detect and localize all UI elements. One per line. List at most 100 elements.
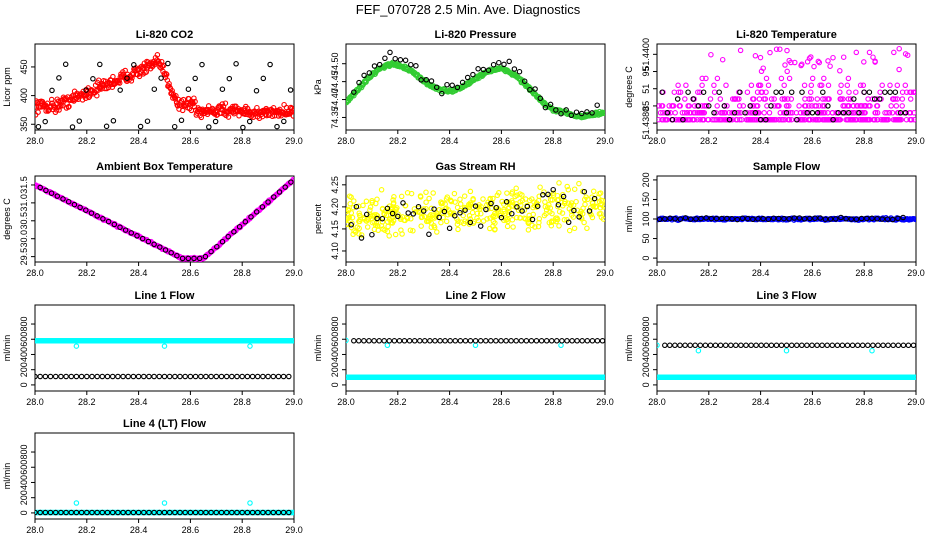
data-point [786,103,792,109]
data-point [590,203,596,209]
data-point [532,224,538,230]
data-point [697,116,703,123]
data-point [144,118,151,124]
data-point [457,210,463,216]
data-point [807,215,813,222]
data-point [726,110,732,116]
data-point [777,110,784,116]
data-point [461,193,468,199]
x-tick-label: 28.6 [804,136,822,146]
data-point [816,110,823,116]
data-point [836,116,843,123]
y-tick-label: 30.0 [19,230,29,248]
x-tick-label: 28.2 [389,268,407,278]
data-point [89,373,95,380]
data-point [65,198,72,205]
data-point [379,219,386,225]
data-point [850,110,857,116]
data-point [695,347,702,354]
data-point [141,373,147,380]
panel-title: Li-820 Pressure [435,29,517,41]
data-point [146,509,152,516]
data-point [563,107,569,113]
data-point [739,215,746,222]
data-point [434,229,440,235]
data-point [141,509,147,516]
data-point [812,116,819,123]
data-point [37,184,43,191]
data-point [506,199,513,205]
data-point [421,213,428,220]
data-point [889,110,896,116]
data-point [784,47,790,54]
data-point [392,55,398,62]
data-point [346,337,349,344]
data-point [726,116,733,123]
data-point [230,103,236,110]
data-point [446,225,453,232]
plot-frame [34,432,295,520]
data-point [677,342,683,349]
data-point [888,103,894,109]
data-point [716,89,722,95]
data-point [866,89,873,95]
data-point [875,342,881,349]
data-point [895,215,901,222]
data-point [467,188,474,195]
data-point [42,118,48,125]
data-point [404,215,411,222]
data-point [672,110,678,116]
data-point [381,338,387,344]
data-point [35,109,41,115]
data-point [801,82,808,89]
data-point [532,86,538,92]
data-point [807,89,814,95]
data-point [219,86,226,92]
data-point [208,373,214,380]
data-point [187,509,194,516]
data-point [291,338,294,344]
data-point [706,103,712,109]
data-point [517,199,523,205]
data-point [100,216,106,222]
x-tick-label: 28.6 [182,525,200,535]
x-tick-label: 28.2 [700,268,718,278]
x-tick-label: 28.4 [752,136,770,146]
data-point [83,207,89,213]
data-point [894,116,900,123]
data-point [35,123,42,130]
data-point [711,110,717,116]
data-point [806,55,813,62]
data-point [356,338,362,344]
data-point [874,216,880,222]
data-point [827,216,834,222]
data-point [822,216,829,222]
data-point [800,110,807,116]
series-colored [35,176,294,262]
data-point [683,82,689,89]
data-point [506,58,512,65]
data-point [229,509,235,516]
data-point [728,342,734,349]
data-point [95,77,102,83]
data-point [135,509,142,516]
data-point [783,103,790,109]
data-point [151,373,157,380]
data-point [225,233,231,240]
data-point [110,73,116,80]
data-point [817,215,823,221]
data-point [542,203,549,210]
data-point [788,342,795,349]
data-point [547,101,554,108]
data-point [596,199,603,205]
x-tick-label: 29.0 [285,525,303,535]
data-point [748,342,754,349]
x-tick-label: 28.2 [78,397,96,407]
data-point [492,213,499,220]
data-point [239,373,245,380]
data-point [192,509,199,516]
data-point [160,62,167,69]
data-point [809,342,815,349]
y-tick-label: 51.4400 [641,38,651,71]
data-point [157,244,163,250]
